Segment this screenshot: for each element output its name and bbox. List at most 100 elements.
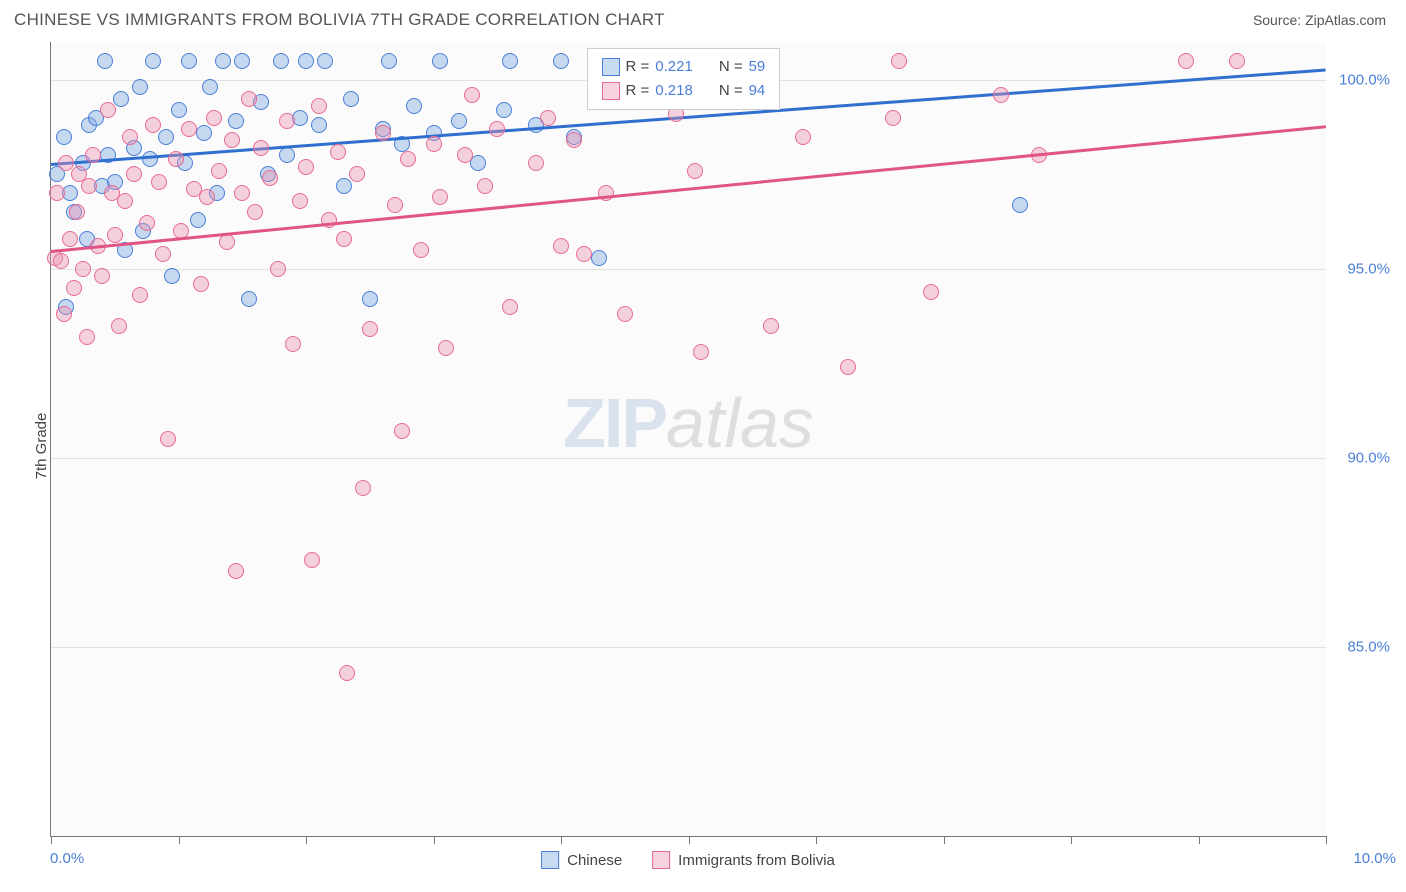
scatter-point: [199, 189, 215, 205]
scatter-point: [270, 261, 286, 277]
y-axis-label: 7th Grade: [33, 413, 50, 480]
scatter-point: [234, 185, 250, 201]
scatter-point: [158, 129, 174, 145]
scatter-point: [75, 261, 91, 277]
scatter-point: [336, 231, 352, 247]
scatter-point: [56, 129, 72, 145]
scatter-point: [528, 155, 544, 171]
scatter-point: [553, 238, 569, 254]
scatter-point: [330, 144, 346, 160]
scatter-point: [891, 53, 907, 69]
x-tick: [944, 836, 945, 844]
x-tick: [51, 836, 52, 844]
scatter-point: [94, 268, 110, 284]
scatter-point: [923, 284, 939, 300]
scatter-point: [202, 79, 218, 95]
scatter-point: [69, 204, 85, 220]
legend-r-value: 0.218: [655, 79, 693, 103]
scatter-point: [362, 321, 378, 337]
y-tick-label: 95.0%: [1347, 260, 1390, 277]
scatter-point: [215, 53, 231, 69]
x-tick: [179, 836, 180, 844]
scatter-point: [219, 234, 235, 250]
scatter-point: [477, 178, 493, 194]
scatter-point: [432, 53, 448, 69]
scatter-point: [122, 129, 138, 145]
scatter-point: [126, 166, 142, 182]
legend-swatch: [602, 58, 620, 76]
gridline: [51, 269, 1326, 270]
scatter-point: [432, 189, 448, 205]
scatter-point: [81, 178, 97, 194]
scatter-point: [406, 98, 422, 114]
scatter-point: [85, 147, 101, 163]
legend-swatch: [541, 851, 559, 869]
scatter-point: [617, 306, 633, 322]
x-tick: [816, 836, 817, 844]
x-tick: [689, 836, 690, 844]
scatter-point: [53, 253, 69, 269]
x-tick: [434, 836, 435, 844]
scatter-point: [362, 291, 378, 307]
scatter-point: [413, 242, 429, 258]
legend-swatch: [602, 82, 620, 100]
stats-legend-row: R = 0.218N = 94: [602, 79, 766, 103]
scatter-point: [343, 91, 359, 107]
scatter-point: [687, 163, 703, 179]
scatter-point: [1012, 197, 1028, 213]
scatter-point: [355, 480, 371, 496]
scatter-point: [311, 117, 327, 133]
scatter-point: [489, 121, 505, 137]
scatter-point: [285, 336, 301, 352]
scatter-point: [496, 102, 512, 118]
scatter-point: [553, 53, 569, 69]
scatter-point: [97, 53, 113, 69]
scatter-point: [1229, 53, 1245, 69]
scatter-point: [211, 163, 227, 179]
scatter-point: [62, 231, 78, 247]
scatter-point: [228, 563, 244, 579]
scatter-point: [132, 79, 148, 95]
x-tick: [561, 836, 562, 844]
scatter-point: [540, 110, 556, 126]
series-name: Chinese: [567, 852, 622, 869]
legend-r-label: R =: [626, 79, 650, 103]
y-tick-label: 100.0%: [1339, 71, 1390, 88]
scatter-point: [66, 280, 82, 296]
scatter-point: [181, 53, 197, 69]
scatter-point: [693, 344, 709, 360]
scatter-point: [145, 117, 161, 133]
x-tick: [1199, 836, 1200, 844]
scatter-point: [279, 147, 295, 163]
scatter-point: [181, 121, 197, 137]
scatter-point: [381, 53, 397, 69]
chart-header: CHINESE VS IMMIGRANTS FROM BOLIVIA 7TH G…: [0, 0, 1406, 34]
chart-area: ZIPatlas 85.0%90.0%95.0%100.0%R = 0.221N…: [50, 42, 1326, 837]
scatter-point: [142, 151, 158, 167]
scatter-point: [311, 98, 327, 114]
scatter-point: [155, 246, 171, 262]
x-axis-max-label: 10.0%: [1353, 850, 1396, 867]
scatter-point: [317, 53, 333, 69]
y-tick-label: 85.0%: [1347, 638, 1390, 655]
scatter-point: [262, 170, 278, 186]
scatter-point: [576, 246, 592, 262]
legend-n-value: 59: [749, 55, 766, 79]
scatter-point: [206, 110, 222, 126]
scatter-point: [394, 423, 410, 439]
y-tick-label: 90.0%: [1347, 449, 1390, 466]
scatter-point: [1178, 53, 1194, 69]
scatter-point: [292, 193, 308, 209]
scatter-point: [151, 174, 167, 190]
gridline: [51, 458, 1326, 459]
scatter-point: [304, 552, 320, 568]
stats-legend: R = 0.221N = 59R = 0.218N = 94: [587, 48, 781, 110]
scatter-point: [56, 306, 72, 322]
scatter-point: [840, 359, 856, 375]
scatter-point: [885, 110, 901, 126]
scatter-point: [566, 132, 582, 148]
scatter-point: [763, 318, 779, 334]
x-tick: [1326, 836, 1327, 844]
scatter-point: [196, 125, 212, 141]
scatter-point: [451, 113, 467, 129]
